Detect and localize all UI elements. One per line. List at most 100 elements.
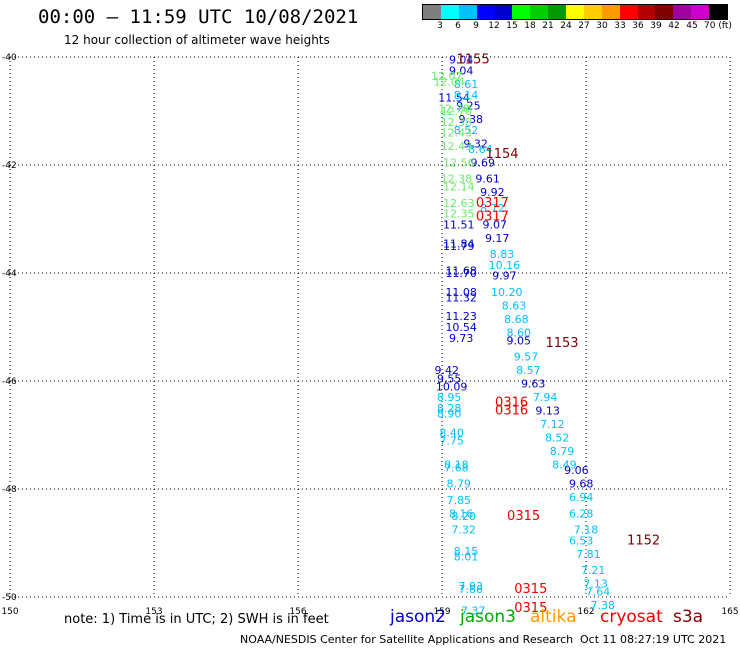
data-point-label: 11.51: [443, 218, 475, 231]
color-scale-label: 27: [578, 21, 590, 31]
data-point-label: 0317: [476, 209, 509, 224]
data-point-label: 1154: [485, 147, 518, 162]
data-point-label: 7.64: [586, 586, 611, 599]
data-point-label: 8.68: [504, 313, 529, 326]
data-point-label: 9.04: [449, 65, 474, 78]
data-point-label: 9.97: [492, 270, 517, 283]
color-scale-legend: [422, 4, 728, 20]
data-point-label: 12.38: [441, 116, 473, 129]
data-point-label: 9.07: [483, 218, 508, 231]
data-point-label: 9.68: [569, 478, 594, 491]
data-point-label: 7.38: [591, 599, 616, 612]
x-tick-label: 150: [1, 607, 18, 617]
data-point-label: 8.28: [437, 402, 462, 415]
data-point-label: 0316: [495, 396, 528, 411]
y-tick-label: -46: [2, 377, 17, 387]
color-swatch: [458, 5, 477, 19]
color-swatch: [691, 5, 709, 19]
color-scale-label: 18: [524, 21, 536, 31]
data-point-label: 6.94: [569, 491, 594, 504]
x-tick-label: 159: [433, 607, 450, 617]
data-point-label: 11.79: [443, 240, 475, 253]
data-point-label: 8.83: [490, 248, 515, 261]
color-swatch: [619, 5, 638, 19]
data-point-label: 7.86: [459, 583, 484, 596]
data-point-label: 8.57: [516, 364, 541, 377]
color-swatch: [637, 5, 656, 19]
data-point-label: 7.13: [583, 578, 608, 591]
data-point-label: 11.32: [445, 291, 477, 304]
color-scale-label: 6: [455, 21, 461, 31]
data-point-label: 7.81: [576, 548, 601, 561]
y-tick-label: -50: [2, 593, 17, 603]
data-point-label: 7.85: [447, 494, 472, 507]
data-point-label: 11.84: [443, 237, 475, 250]
data-point-label: 8.52: [454, 124, 479, 137]
data-point-label: 8.52: [545, 432, 570, 445]
color-scale-label: 24: [560, 21, 572, 31]
data-point-label: 9.61: [475, 173, 500, 186]
x-tick-label: 156: [289, 607, 306, 617]
data-point-label: 9.92: [480, 186, 505, 199]
data-point-label: 12.70: [441, 105, 473, 118]
x-tick-label: 153: [145, 607, 162, 617]
data-point-label: 0317: [476, 196, 509, 211]
y-tick-label: -48: [2, 485, 17, 495]
color-scale-label: 45: [686, 21, 698, 31]
color-scale-label: 36: [632, 21, 644, 31]
x-tick-label: 165: [721, 607, 738, 617]
data-point-label: 10.09: [436, 380, 468, 393]
data-point-label: 9.06: [564, 464, 589, 477]
data-point-label: 12.43: [441, 127, 473, 140]
data-point-label: 0316: [495, 404, 528, 419]
data-point-label: 8.15: [454, 545, 479, 558]
data-point-label: 8.90: [437, 407, 462, 420]
data-point-label: 10.20: [491, 286, 523, 299]
data-point-label: 7.68: [444, 461, 469, 474]
color-swatch: [655, 5, 674, 19]
color-scale-labels: 3 6 9 12 15 18 21 24 27 30 33 36 39 42 45 70 (ft): [422, 21, 732, 33]
data-point-label: 12.35: [443, 208, 475, 221]
color-scale-label: 12: [488, 21, 500, 31]
color-swatch: [494, 5, 513, 19]
data-point-label: 7.32: [451, 524, 476, 537]
data-point-label: 9.57: [514, 351, 539, 364]
color-swatch: [709, 5, 727, 19]
data-point-label: 8.49: [552, 459, 577, 472]
data-point-label: 9.25: [456, 100, 481, 113]
footnote: note: 1) Time is in UTC; 2) SWH is in fe…: [64, 612, 329, 627]
color-swatch: [530, 5, 549, 19]
data-point-label: 11.23: [445, 310, 477, 323]
satellite-legend-jason3: jason3: [460, 607, 516, 627]
data-point-label: 8.18: [444, 459, 469, 472]
data-point-label: 8.95: [437, 391, 462, 404]
data-point-label: 6.28: [569, 507, 594, 520]
data-point-label: 9.38: [459, 113, 484, 126]
data-point-label: 8.64: [468, 143, 493, 156]
page-subtitle: 12 hour collection of altimeter wave hei…: [64, 33, 330, 47]
data-point-label: 7.12: [540, 418, 565, 431]
data-point-label: 9.05: [507, 335, 532, 348]
color-scale-label: 30: [596, 21, 608, 31]
color-scale-label: 39: [650, 21, 662, 31]
satellite-legend-altika: altika: [530, 607, 577, 627]
data-point-label: 12.14: [443, 181, 475, 194]
data-point-label: 8.16: [449, 507, 474, 520]
data-point-label: 9.63: [521, 378, 546, 391]
data-point-label: 9.32: [463, 137, 488, 150]
data-point-label: 12.07: [431, 70, 463, 83]
data-point-label: 8.40: [439, 426, 464, 439]
color-swatch: [673, 5, 692, 19]
color-scale-label: 42: [668, 21, 680, 31]
data-point-label: 12.56: [443, 156, 475, 169]
data-point-label: 1153: [545, 336, 578, 351]
data-point-label: 9.04: [449, 54, 474, 67]
color-swatch: [423, 5, 441, 19]
credit-line: NOAA/NESDIS Center for Satellite Applica…: [240, 633, 574, 646]
data-point-label: 12.78: [438, 102, 470, 115]
data-point-label: 7.18: [574, 524, 599, 537]
generated-timestamp: Oct 11 08:27:19 UTC 2021: [580, 633, 727, 646]
satellite-legend-cryosat: cryosat: [600, 607, 663, 627]
satellite-legend-jason2: jason2: [390, 607, 446, 627]
